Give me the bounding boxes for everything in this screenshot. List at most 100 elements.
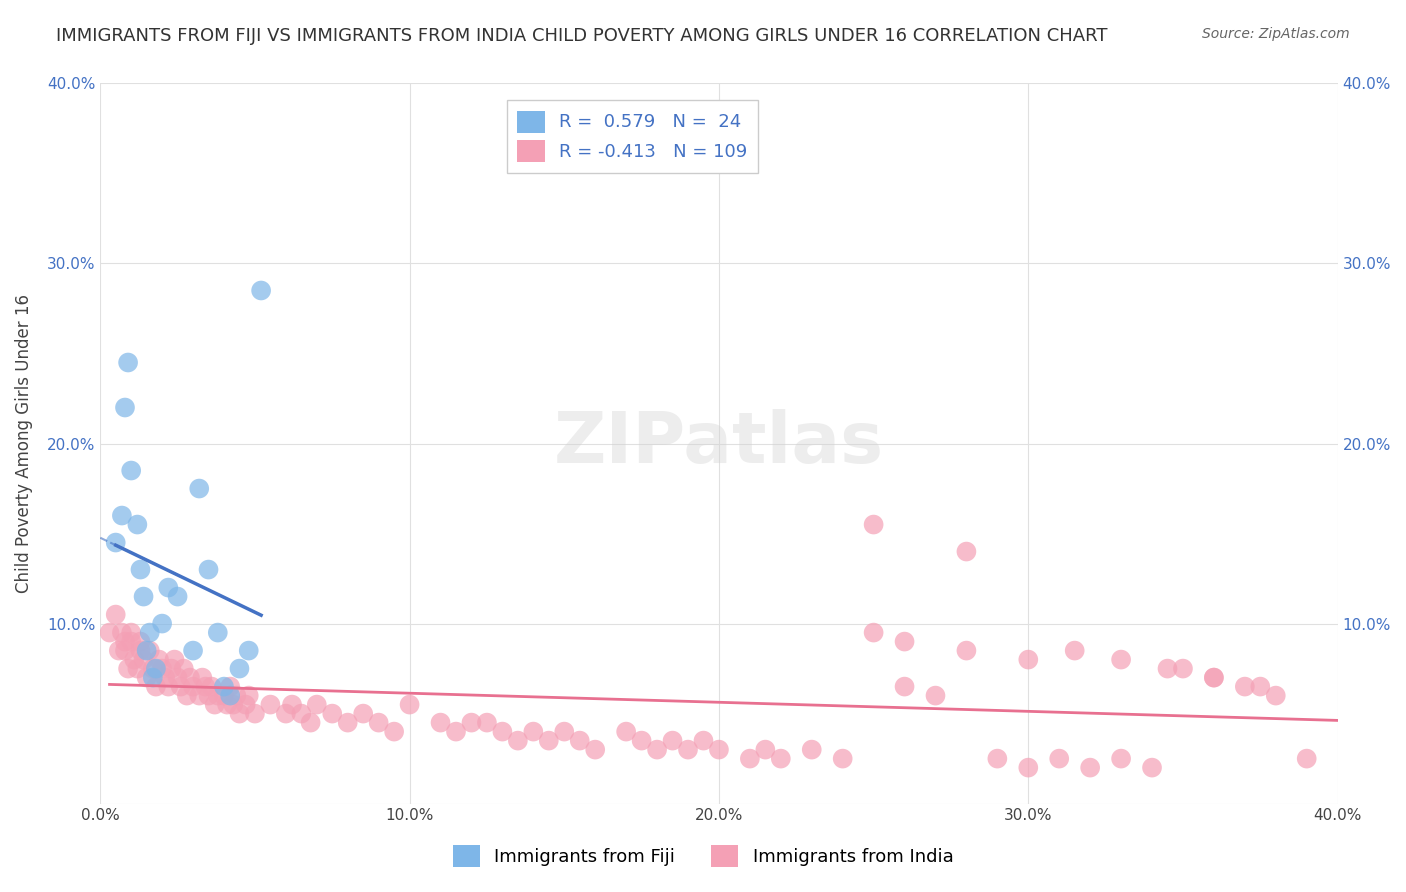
Point — [219, 680, 242, 694]
Point — [1295, 751, 1317, 765]
Point — [212, 689, 235, 703]
Point — [222, 698, 245, 712]
Point — [117, 662, 139, 676]
Point — [139, 625, 162, 640]
Point — [129, 634, 152, 648]
Point — [893, 634, 915, 648]
Point — [506, 733, 529, 747]
Point — [132, 652, 155, 666]
Point — [955, 544, 977, 558]
Point — [831, 751, 853, 765]
Point — [207, 625, 229, 640]
Point — [145, 662, 167, 676]
Point — [157, 581, 180, 595]
Point — [157, 680, 180, 694]
Point — [114, 634, 136, 648]
Point — [475, 715, 498, 730]
Point — [155, 671, 177, 685]
Point — [460, 715, 482, 730]
Point — [1171, 662, 1194, 676]
Point — [893, 680, 915, 694]
Point — [127, 662, 149, 676]
Point — [738, 751, 761, 765]
Point — [160, 662, 183, 676]
Point — [201, 680, 224, 694]
Point — [1202, 671, 1225, 685]
Text: Source: ZipAtlas.com: Source: ZipAtlas.com — [1202, 27, 1350, 41]
Point — [204, 698, 226, 712]
Point — [135, 643, 157, 657]
Point — [1063, 643, 1085, 657]
Point — [259, 698, 281, 712]
Point — [382, 724, 405, 739]
Point — [181, 680, 204, 694]
Point — [491, 724, 513, 739]
Point — [120, 625, 142, 640]
Point — [111, 625, 134, 640]
Point — [104, 535, 127, 549]
Point — [290, 706, 312, 721]
Point — [225, 689, 247, 703]
Point — [1156, 662, 1178, 676]
Point — [238, 689, 260, 703]
Point — [769, 751, 792, 765]
Point — [299, 715, 322, 730]
Point — [1017, 761, 1039, 775]
Point — [129, 563, 152, 577]
Point — [661, 733, 683, 747]
Point — [1017, 652, 1039, 666]
Point — [120, 464, 142, 478]
Point — [537, 733, 560, 747]
Point — [1140, 761, 1163, 775]
Point — [111, 508, 134, 523]
Point — [707, 742, 730, 756]
Point — [120, 634, 142, 648]
Point — [862, 625, 884, 640]
Point — [274, 706, 297, 721]
Point — [862, 517, 884, 532]
Point — [228, 662, 250, 676]
Point — [135, 671, 157, 685]
Point — [250, 284, 273, 298]
Point — [955, 643, 977, 657]
Point — [129, 643, 152, 657]
Point — [583, 742, 606, 756]
Point — [217, 698, 239, 712]
Point — [676, 742, 699, 756]
Point — [191, 671, 214, 685]
Point — [924, 689, 946, 703]
Point — [336, 715, 359, 730]
Point — [194, 680, 217, 694]
Point — [1264, 689, 1286, 703]
Point — [197, 563, 219, 577]
Point — [692, 733, 714, 747]
Point — [553, 724, 575, 739]
Point — [188, 482, 211, 496]
Point — [212, 680, 235, 694]
Point — [124, 652, 146, 666]
Point — [1109, 751, 1132, 765]
Point — [238, 643, 260, 657]
Point — [305, 698, 328, 712]
Point — [219, 689, 242, 703]
Point — [148, 652, 170, 666]
Point — [114, 401, 136, 415]
Point — [145, 680, 167, 694]
Point — [1078, 761, 1101, 775]
Point — [568, 733, 591, 747]
Point — [630, 733, 652, 747]
Point — [117, 355, 139, 369]
Point — [114, 643, 136, 657]
Point — [207, 689, 229, 703]
Point — [139, 643, 162, 657]
Text: IMMIGRANTS FROM FIJI VS IMMIGRANTS FROM INDIA CHILD POVERTY AMONG GIRLS UNDER 16: IMMIGRANTS FROM FIJI VS IMMIGRANTS FROM … — [56, 27, 1108, 45]
Point — [197, 689, 219, 703]
Point — [104, 607, 127, 622]
Point — [522, 724, 544, 739]
Point — [367, 715, 389, 730]
Point — [179, 671, 201, 685]
Point — [188, 689, 211, 703]
Point — [166, 671, 188, 685]
Point — [1249, 680, 1271, 694]
Point — [170, 680, 193, 694]
